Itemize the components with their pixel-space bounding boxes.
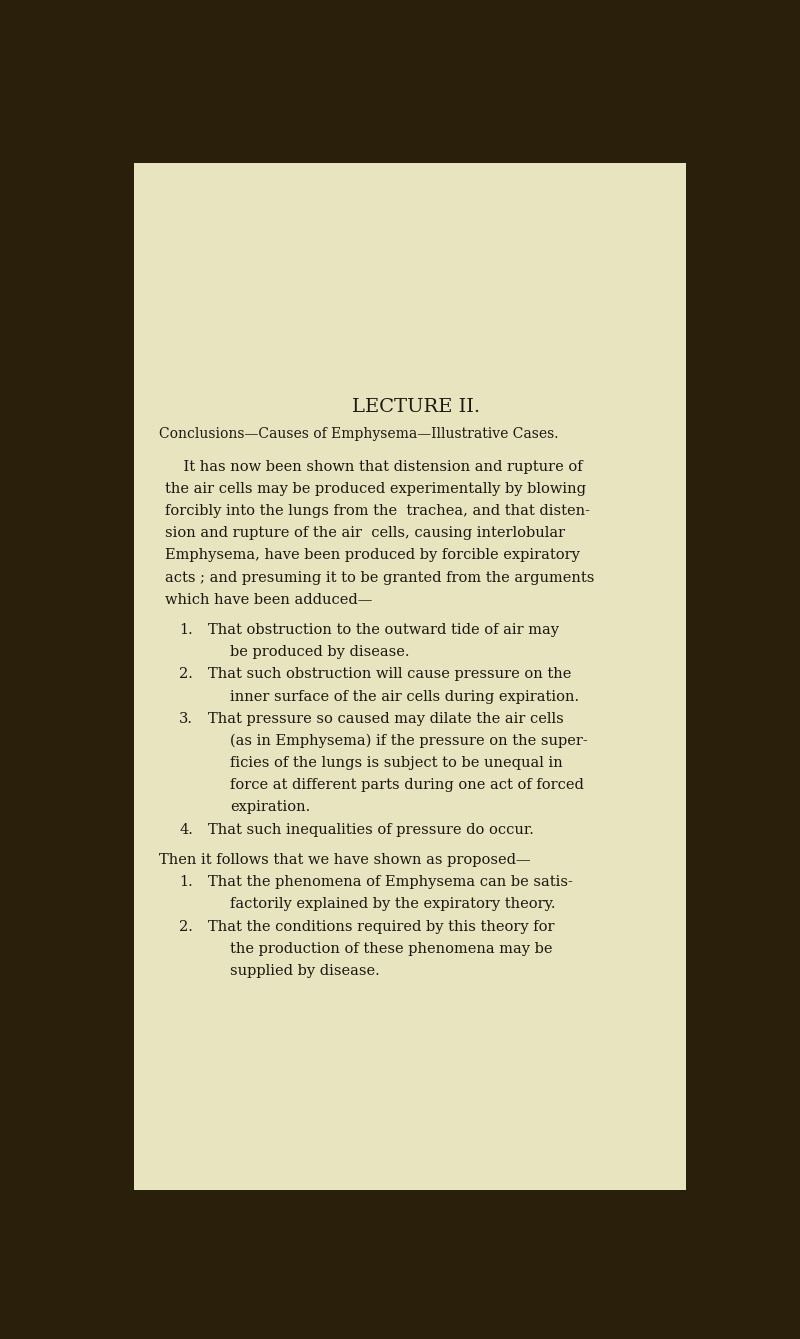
Text: 2.: 2.: [179, 667, 193, 682]
FancyBboxPatch shape: [134, 163, 686, 1189]
Text: That pressure so caused may dilate the air cells: That pressure so caused may dilate the a…: [209, 712, 564, 726]
Text: the production of these phenomena may be: the production of these phenomena may be: [230, 941, 553, 956]
Text: be produced by disease.: be produced by disease.: [230, 645, 410, 659]
Text: 4.: 4.: [179, 822, 193, 837]
Text: ficies of the lungs is subject to be unequal in: ficies of the lungs is subject to be une…: [230, 757, 563, 770]
Text: 2.: 2.: [179, 920, 193, 933]
Text: forcibly into the lungs from the  trachea, and that disten-: forcibly into the lungs from the trachea…: [165, 503, 590, 518]
Text: LECTURE II.: LECTURE II.: [352, 398, 480, 416]
Text: 3.: 3.: [179, 712, 193, 726]
Text: It has now been shown that distension and rupture of: It has now been shown that distension an…: [165, 459, 582, 474]
Text: That the phenomena of Emphysema can be satis-: That the phenomena of Emphysema can be s…: [209, 876, 574, 889]
Text: inner surface of the air cells during expiration.: inner surface of the air cells during ex…: [230, 690, 579, 703]
Text: That the conditions required by this theory for: That the conditions required by this the…: [209, 920, 555, 933]
Text: supplied by disease.: supplied by disease.: [230, 964, 380, 977]
Text: That such inequalities of pressure do occur.: That such inequalities of pressure do oc…: [209, 822, 534, 837]
Text: (as in Emphysema) if the pressure on the super-: (as in Emphysema) if the pressure on the…: [230, 734, 588, 749]
Text: factorily explained by the expiratory theory.: factorily explained by the expiratory th…: [230, 897, 556, 912]
Text: force at different parts during one act of forced: force at different parts during one act …: [230, 778, 584, 793]
Text: sion and rupture of the air  cells, causing interlobular: sion and rupture of the air cells, causi…: [165, 526, 566, 540]
Text: That obstruction to the outward tide of air may: That obstruction to the outward tide of …: [209, 623, 559, 637]
Text: 1.: 1.: [179, 623, 193, 637]
Text: expiration.: expiration.: [230, 801, 310, 814]
Text: Emphysema, have been produced by forcible expiratory: Emphysema, have been produced by forcibl…: [165, 549, 580, 562]
Text: the air cells may be produced experimentally by blowing: the air cells may be produced experiment…: [165, 482, 586, 495]
Text: Conclusions—Causes of Emphysema—Illustrative Cases.: Conclusions—Causes of Emphysema—Illustra…: [159, 427, 558, 441]
Text: Then it follows that we have shown as proposed—: Then it follows that we have shown as pr…: [159, 853, 530, 868]
Text: which have been adduced—: which have been adduced—: [165, 593, 373, 607]
Text: acts ; and presuming it to be granted from the arguments: acts ; and presuming it to be granted fr…: [165, 570, 594, 585]
Text: 1.: 1.: [179, 876, 193, 889]
Text: That such obstruction will cause pressure on the: That such obstruction will cause pressur…: [209, 667, 572, 682]
